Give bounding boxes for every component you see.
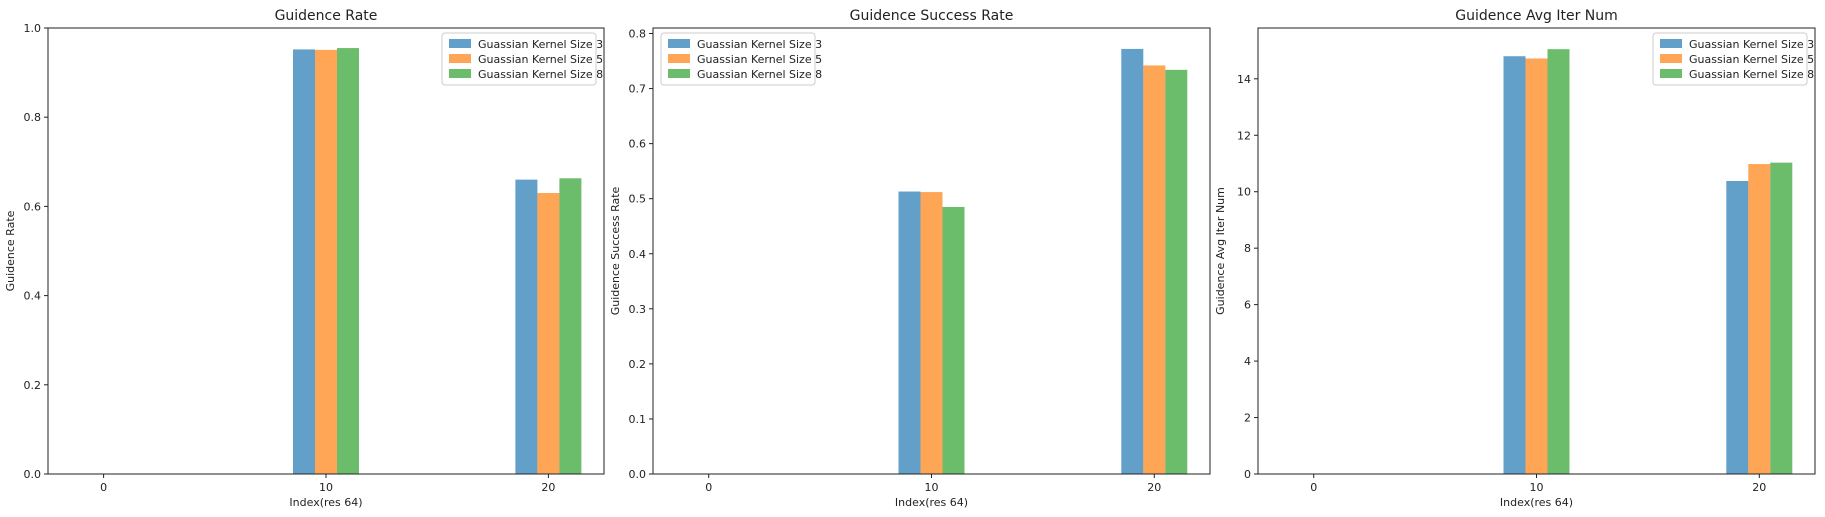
x-tick-label: 10 — [925, 481, 939, 494]
bar-kernel5-idx20 — [537, 193, 560, 474]
chart-title: Guidence Success Rate — [850, 8, 1014, 24]
legend: Guassian Kernel Size 3 Guassian Kernel Si… — [1652, 32, 1814, 86]
bar-kernel3-idx20 — [515, 179, 538, 474]
legend-label-kernel3: Guassian Kernel Size 3 — [697, 38, 822, 51]
x-axis-label: Index(res 64) — [289, 496, 362, 509]
bar-kernel5-idx10 — [1525, 58, 1548, 475]
x-tick-label: 20 — [1147, 481, 1161, 494]
bar-kernel8-idx20 — [559, 178, 582, 475]
y-tick-label: 0.2 — [24, 379, 42, 392]
y-tick-label: 1.0 — [24, 22, 42, 35]
bar-kernel5-idx10 — [920, 192, 943, 474]
legend-swatch-kernel5 — [668, 54, 690, 63]
bar-kernel8-idx10 — [337, 48, 359, 474]
bar-kernel3-idx20 — [1726, 180, 1749, 475]
y-tick-label: 0.0 — [24, 468, 42, 481]
y-tick-label: 12 — [1237, 129, 1251, 142]
legend-swatch-kernel3 — [668, 39, 690, 48]
y-axis-label: Guidence Success Rate — [609, 186, 622, 315]
legend-label-kernel5: Guassian Kernel Size 5 — [478, 53, 603, 66]
y-tick-label: 0.8 — [629, 28, 647, 41]
bar-kernel3-idx10 — [293, 49, 315, 474]
bar-kernel3-idx10 — [1503, 56, 1526, 474]
x-tick-label: 0 — [100, 481, 107, 494]
chart-panel-1: 0 10 20 0.0 0.2 0.4 0.6 0.8 1.0 Guidence Rate Inde… — [4, 8, 605, 509]
x-tick-label: 20 — [1752, 481, 1766, 494]
y-tick-label: 0.4 — [24, 290, 42, 303]
legend-box — [441, 32, 597, 86]
legend-label-kernel5: Guassian Kernel Size 5 — [1689, 53, 1814, 66]
x-tick-label: 0 — [1310, 481, 1317, 494]
legend-box — [660, 32, 816, 86]
x-tick-label: 0 — [705, 481, 712, 494]
y-axis-label: Guidence Avg Iter Num — [1214, 187, 1227, 315]
legend-swatch-kernel8 — [449, 69, 471, 78]
y-tick-label: 4 — [1244, 355, 1251, 368]
chart-title: Guidence Avg Iter Num — [1455, 8, 1618, 24]
legend-swatch-kernel5 — [1660, 54, 1682, 63]
legend-label-kernel8: Guassian Kernel Size 8 — [697, 68, 822, 81]
legend-label-kernel3: Guassian Kernel Size 3 — [478, 38, 603, 51]
y-axis-label: Guidence Rate — [4, 210, 17, 291]
chart-panel-3: 0 10 20 0 2 4 6 8 10 12 14 Guidence Avg Iter Num Ind… — [1214, 8, 1816, 509]
legend-box — [1652, 32, 1808, 86]
legend-swatch-kernel5 — [449, 54, 471, 63]
bar-kernel3-idx20 — [1121, 48, 1144, 475]
x-tick-label: 10 — [319, 481, 333, 494]
x-axis-label: Index(res 64) — [895, 496, 968, 509]
x-axis-label: Index(res 64) — [1500, 496, 1573, 509]
y-tick-label: 2 — [1244, 412, 1251, 425]
y-tick-label: 0.3 — [629, 303, 647, 316]
legend-label-kernel8: Guassian Kernel Size 8 — [1689, 68, 1814, 81]
y-tick-label: 0.8 — [24, 111, 42, 124]
y-tick-label: 10 — [1237, 186, 1251, 199]
legend: Guassian Kernel Size 3 Guassian Kernel Si… — [441, 32, 603, 86]
legend-swatch-kernel8 — [1660, 69, 1682, 78]
bar-kernel8-idx10 — [942, 206, 965, 474]
bar-kernel5-idx10 — [315, 49, 337, 474]
legend-label-kernel3: Guassian Kernel Size 3 — [1689, 38, 1814, 51]
x-tick-label: 20 — [541, 481, 555, 494]
legend-swatch-kernel3 — [1660, 39, 1682, 48]
chart-panel-2: 0 10 20 0.0 0.1 0.2 0.3 0.4 0.5 0.6 0.7 0.8 Guidence… — [609, 8, 1211, 509]
legend-swatch-kernel8 — [668, 69, 690, 78]
bar-kernel3-idx10 — [898, 191, 921, 474]
legend-swatch-kernel3 — [449, 39, 471, 48]
y-tick-label: 0.0 — [629, 468, 647, 481]
legend: Guassian Kernel Size 3 Guassian Kernel Si… — [660, 32, 822, 86]
bar-kernel8-idx20 — [1770, 162, 1793, 474]
bar-kernel5-idx20 — [1748, 164, 1771, 474]
y-tick-label: 0.1 — [629, 413, 647, 426]
y-tick-label: 0.4 — [629, 248, 647, 261]
y-tick-label: 8 — [1244, 242, 1251, 255]
y-tick-label: 0.2 — [629, 358, 647, 371]
bar-kernel5-idx20 — [1143, 65, 1166, 474]
y-tick-label: 6 — [1244, 299, 1251, 312]
y-tick-label: 0.6 — [24, 200, 42, 213]
y-tick-label: 0 — [1244, 468, 1251, 481]
legend-label-kernel5: Guassian Kernel Size 5 — [697, 53, 822, 66]
legend-label-kernel8: Guassian Kernel Size 8 — [478, 68, 603, 81]
y-tick-label: 0.7 — [629, 83, 647, 96]
y-tick-label: 0.5 — [629, 193, 647, 206]
chart-title: Guidence Rate — [275, 8, 378, 24]
x-tick-label: 10 — [1530, 481, 1544, 494]
y-tick-label: 0.6 — [629, 138, 647, 151]
bar-kernel8-idx10 — [1547, 49, 1570, 475]
bar-kernel8-idx20 — [1165, 69, 1188, 474]
y-tick-label: 14 — [1237, 73, 1251, 86]
